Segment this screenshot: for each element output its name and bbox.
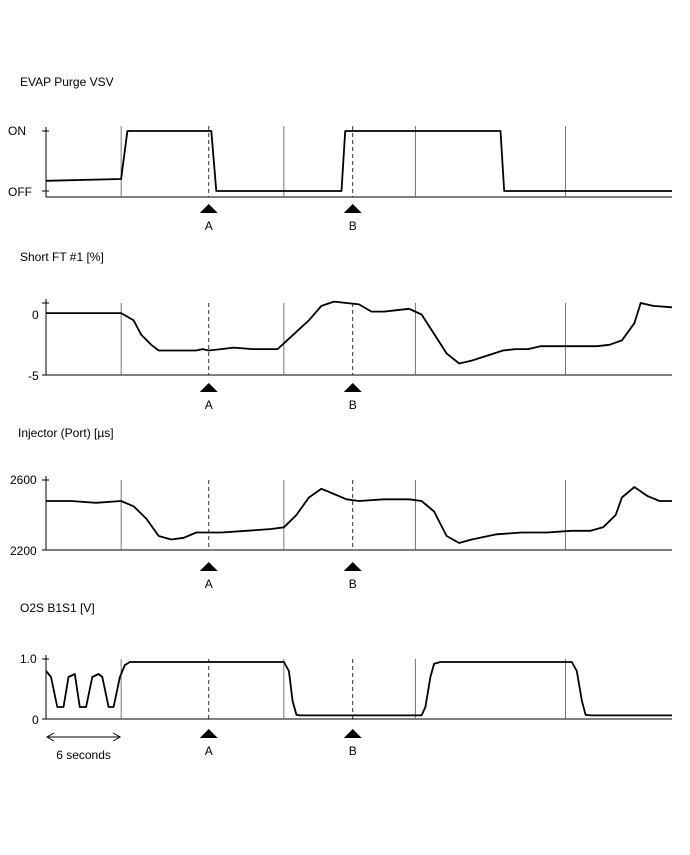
y-tick-label: 2600 — [10, 473, 37, 487]
marker-label-b: B — [349, 577, 357, 591]
marker-triangle-b — [343, 729, 362, 738]
y-tick-label: 0 — [32, 713, 39, 727]
series-line — [45, 130, 672, 192]
span-arrow-right-head — [112, 732, 122, 742]
series-line — [46, 486, 672, 544]
panel-title: Short FT #1 [%] — [20, 250, 104, 264]
span-arrow-left-head — [45, 732, 55, 742]
marker-triangle-a — [199, 204, 218, 213]
marker-triangle-a — [199, 729, 218, 738]
y-tick-label: -5 — [28, 369, 39, 383]
marker-triangle-b — [343, 383, 362, 392]
marker-label-b: B — [349, 219, 357, 233]
span-label: 6 seconds — [56, 748, 111, 762]
marker-triangle-a — [199, 383, 218, 392]
marker-label-a: A — [205, 577, 213, 591]
marker-triangle-b — [343, 204, 362, 213]
y-tick-label: ON — [8, 124, 26, 138]
series-line — [46, 300, 673, 365]
y-tick-label: 1.0 — [20, 652, 37, 666]
panel-title: Injector (Port) [µs] — [18, 426, 114, 440]
marker-triangle-b — [343, 562, 362, 571]
marker-triangle-a — [199, 562, 218, 571]
y-tick-label: 0 — [32, 308, 39, 322]
marker-label-a: A — [205, 398, 213, 412]
y-tick-label: OFF — [8, 185, 32, 199]
series-line — [45, 661, 672, 717]
marker-label-b: B — [349, 744, 357, 758]
y-tick-label: 2200 — [10, 544, 37, 558]
marker-label-a: A — [205, 744, 213, 758]
panel-title: EVAP Purge VSV — [20, 75, 114, 89]
panel-title: O2S B1S1 [V] — [20, 601, 95, 615]
marker-label-a: A — [205, 219, 213, 233]
marker-label-b: B — [349, 398, 357, 412]
